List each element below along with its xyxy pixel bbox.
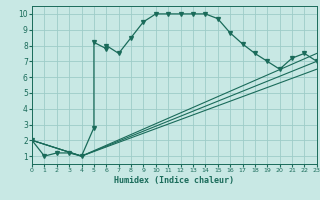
X-axis label: Humidex (Indice chaleur): Humidex (Indice chaleur)	[115, 176, 234, 185]
